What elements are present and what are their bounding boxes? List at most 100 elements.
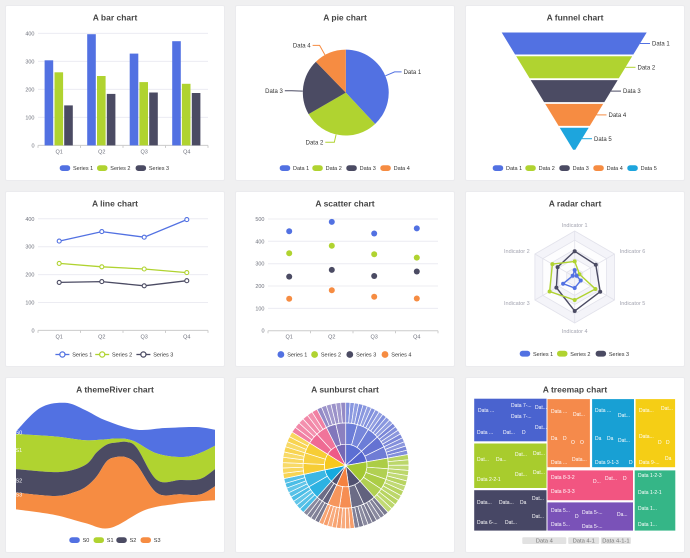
svg-text:100: 100 <box>25 301 34 307</box>
svg-text:Q1: Q1 <box>286 335 293 341</box>
svg-text:Dat...: Dat... <box>535 425 547 431</box>
svg-text:Da...: Da... <box>496 457 507 463</box>
svg-text:Data 3: Data 3 <box>573 166 589 172</box>
svg-text:Q2: Q2 <box>98 149 105 155</box>
svg-text:Series 1: Series 1 <box>73 166 93 172</box>
svg-text:A bar chart: A bar chart <box>93 12 138 22</box>
svg-text:Series 1: Series 1 <box>72 353 92 359</box>
svg-text:Data 2: Data 2 <box>539 166 555 172</box>
svg-text:Data ...: Data ... <box>595 408 611 414</box>
svg-text:A line chart: A line chart <box>92 198 138 208</box>
svg-text:S0: S0 <box>83 538 90 544</box>
svg-text:Series 2: Series 2 <box>321 353 341 359</box>
svg-text:Data...: Data... <box>639 434 654 440</box>
svg-text:Q1: Q1 <box>56 149 63 155</box>
svg-text:400: 400 <box>25 217 34 223</box>
svg-text:Data 1-2-1: Data 1-2-1 <box>638 490 662 496</box>
svg-text:Q4: Q4 <box>183 149 190 155</box>
svg-text:Da: Da <box>595 436 602 442</box>
svg-text:Series 4: Series 4 <box>391 353 411 359</box>
svg-text:Data 5...: Data 5... <box>551 522 570 528</box>
svg-text:Data 4: Data 4 <box>536 538 554 544</box>
svg-text:Data 5-...: Data 5-... <box>582 510 603 516</box>
svg-text:400: 400 <box>255 239 264 245</box>
svg-text:Data 5: Data 5 <box>641 166 657 172</box>
svg-text:Data 3: Data 3 <box>623 89 641 95</box>
svg-text:D: D <box>575 514 579 520</box>
svg-text:Series 2: Series 2 <box>570 352 590 358</box>
svg-text:Data 4-1-1: Data 4-1-1 <box>602 538 629 544</box>
svg-text:Dat...: Dat... <box>618 438 630 444</box>
svg-text:Data...: Data... <box>639 408 654 414</box>
svg-text:Data 5-...: Data 5-... <box>582 524 603 530</box>
svg-text:Dat...: Dat... <box>515 452 527 458</box>
svg-text:Data 1: Data 1 <box>652 42 670 48</box>
svg-text:Data 2: Data 2 <box>638 65 656 71</box>
svg-text:Da...: Da... <box>617 512 628 518</box>
svg-text:Q2: Q2 <box>98 334 105 340</box>
svg-text:Q3: Q3 <box>371 335 378 341</box>
svg-text:Data...: Data... <box>572 457 587 463</box>
svg-text:400: 400 <box>25 31 34 37</box>
svg-text:200: 200 <box>255 284 264 290</box>
svg-text:Indicator 2: Indicator 2 <box>504 249 530 255</box>
svg-text:Data 2: Data 2 <box>306 140 324 146</box>
svg-text:Data 4-1: Data 4-1 <box>573 538 595 544</box>
svg-text:Data ...: Data ... <box>477 430 493 436</box>
svg-text:A pie chart: A pie chart <box>323 12 367 22</box>
svg-text:Dat...: Dat... <box>515 472 527 478</box>
svg-text:Data 9-...: Data 9-... <box>639 460 660 466</box>
svg-text:Da: Da <box>665 456 672 462</box>
svg-text:Da: Da <box>520 500 527 506</box>
svg-text:D: D <box>666 440 670 446</box>
svg-text:Series 3: Series 3 <box>609 352 629 358</box>
svg-text:Da: Da <box>607 436 614 442</box>
svg-text:D: D <box>658 440 662 446</box>
svg-text:0: 0 <box>31 143 34 149</box>
svg-text:Data 7-...: Data 7-... <box>511 403 532 409</box>
svg-text:Data 7-...: Data 7-... <box>511 414 532 420</box>
svg-text:Data 1: Data 1 <box>506 166 522 172</box>
svg-text:O: O <box>580 440 584 446</box>
svg-text:Dat...: Dat... <box>532 496 544 502</box>
svg-text:Series 1: Series 1 <box>287 353 307 359</box>
svg-text:Data 4: Data 4 <box>293 44 311 50</box>
svg-text:Data 4: Data 4 <box>394 166 410 172</box>
svg-text:Dat...: Dat... <box>503 430 515 436</box>
svg-text:Data 1: Data 1 <box>404 70 422 76</box>
svg-text:Q4: Q4 <box>183 334 190 340</box>
svg-text:Data 6-...: Data 6-... <box>477 520 498 526</box>
svg-text:Indicator 6: Indicator 6 <box>620 249 646 255</box>
svg-text:Data...: Data... <box>499 500 514 506</box>
svg-text:Dat...: Dat... <box>477 457 489 463</box>
svg-text:Data 1...: Data 1... <box>638 522 657 528</box>
svg-text:Indicator 4: Indicator 4 <box>562 329 588 335</box>
svg-text:Q3: Q3 <box>141 334 148 340</box>
svg-text:Data 3: Data 3 <box>265 89 283 95</box>
svg-text:A treemap chart: A treemap chart <box>543 384 608 394</box>
svg-text:Indicator 3: Indicator 3 <box>504 301 530 307</box>
svg-text:S1: S1 <box>16 448 23 454</box>
svg-text:Dat...: Dat... <box>532 514 544 520</box>
svg-text:100: 100 <box>255 306 264 312</box>
svg-text:S1: S1 <box>107 538 114 544</box>
svg-text:Data 1...: Data 1... <box>638 506 657 512</box>
svg-text:Data 4: Data 4 <box>609 113 627 119</box>
svg-text:Dat...: Dat... <box>533 451 545 457</box>
svg-text:S3: S3 <box>16 493 23 499</box>
svg-text:Dat...: Dat... <box>505 520 517 526</box>
svg-text:A radar chart: A radar chart <box>549 198 602 208</box>
svg-text:Data 5...: Data 5... <box>551 508 570 514</box>
svg-text:Data 3: Data 3 <box>360 166 376 172</box>
svg-text:Data ...: Data ... <box>551 460 567 466</box>
svg-text:S2: S2 <box>16 479 23 485</box>
svg-text:Series 2: Series 2 <box>112 353 132 359</box>
svg-text:500: 500 <box>255 217 264 223</box>
svg-text:Series 2: Series 2 <box>110 166 130 172</box>
svg-text:Series 3: Series 3 <box>149 166 169 172</box>
svg-text:S2: S2 <box>130 538 137 544</box>
svg-text:Da: Da <box>551 436 558 442</box>
svg-text:Data 9-1-3: Data 9-1-3 <box>595 460 619 466</box>
svg-text:A scatter chart: A scatter chart <box>315 198 374 208</box>
svg-text:Q1: Q1 <box>56 334 63 340</box>
